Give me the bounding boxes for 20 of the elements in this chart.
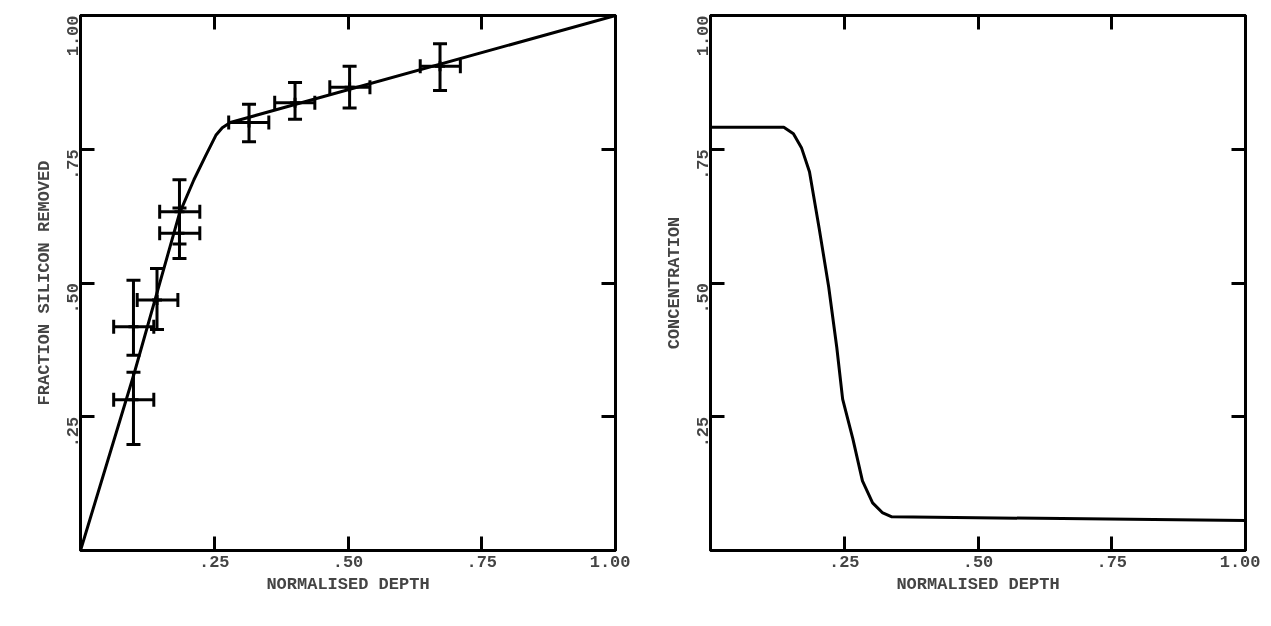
y-tick-label: .75 <box>64 149 83 180</box>
y-tick-label: .75 <box>694 149 713 180</box>
x-axis-title: NORMALISED DEPTH <box>266 574 430 594</box>
y-tick-label: .50 <box>694 283 713 314</box>
y-tick-label: .25 <box>64 416 83 448</box>
x-tick-label: .25 <box>828 552 860 572</box>
x-tick-label: .50 <box>332 552 364 572</box>
x-tick-label: 1.00 <box>1219 552 1261 572</box>
x-tick-label: .75 <box>466 552 498 572</box>
y-tick-label: .25 <box>694 416 713 448</box>
x-tick-label: 1.00 <box>589 552 631 572</box>
y-axis-title: FRACTION SILICON REMOVED <box>34 160 54 406</box>
y-tick-label: 1.00 <box>64 15 83 57</box>
x-tick-label: .25 <box>198 552 230 572</box>
y-axis-title: CONCENTRATION <box>664 216 684 350</box>
x-tick-label: .75 <box>1096 552 1128 572</box>
y-tick-label: .50 <box>64 283 83 314</box>
y-tick-label: 1.00 <box>694 15 713 57</box>
x-axis-title: NORMALISED DEPTH <box>896 574 1060 594</box>
x-tick-label: .50 <box>962 552 994 572</box>
